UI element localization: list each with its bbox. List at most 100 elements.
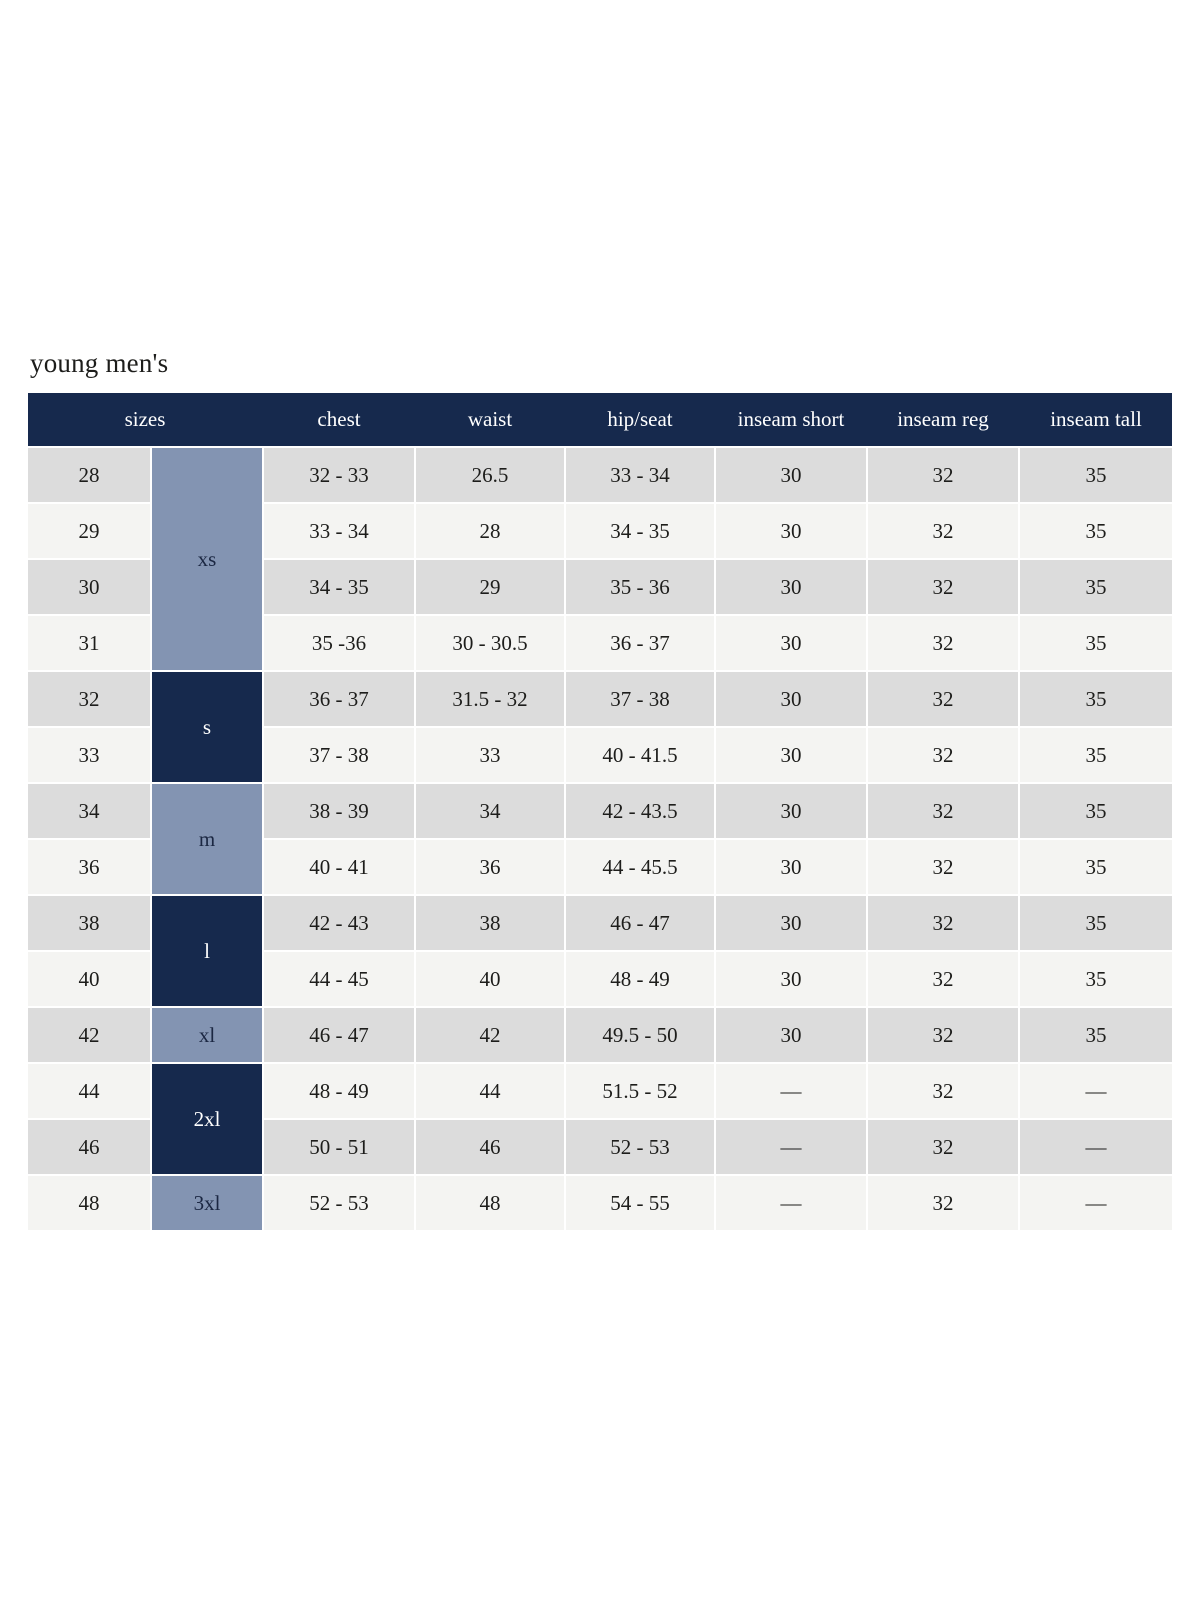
hip-seat-cell: 52 - 53	[566, 1120, 714, 1174]
size-cell: 42	[28, 1008, 150, 1062]
size-group-cell: xl	[152, 1008, 262, 1062]
inseam-tall-cell: 35	[1020, 1008, 1172, 1062]
size-group-cell: s	[152, 672, 262, 782]
hip-seat-cell: 37 - 38	[566, 672, 714, 726]
inseam-short-cell: —	[716, 1176, 866, 1230]
waist-cell: 38	[416, 896, 564, 950]
size-cell: 31	[28, 616, 150, 670]
inseam-tall-cell: 35	[1020, 952, 1172, 1006]
inseam-reg-cell: 32	[868, 728, 1018, 782]
waist-cell: 31.5 - 32	[416, 672, 564, 726]
size-group-cell: xs	[152, 448, 262, 670]
size-cell: 48	[28, 1176, 150, 1230]
inseam-short-cell: 30	[716, 1008, 866, 1062]
chest-cell: 34 - 35	[264, 560, 414, 614]
inseam-tall-cell: 35	[1020, 616, 1172, 670]
header-sizes: sizes	[124, 407, 166, 431]
chest-cell: 40 - 41	[264, 840, 414, 894]
inseam-tall-cell: 35	[1020, 896, 1172, 950]
inseam-tall-cell: 35	[1020, 560, 1172, 614]
waist-cell: 28	[416, 504, 564, 558]
inseam-reg-cell: 32	[868, 952, 1018, 1006]
hip-seat-cell: 54 - 55	[566, 1176, 714, 1230]
inseam-reg-cell: 32	[868, 1008, 1018, 1062]
chest-cell: 50 - 51	[264, 1120, 414, 1174]
inseam-reg-cell: 32	[868, 448, 1018, 502]
waist-cell: 48	[416, 1176, 564, 1230]
inseam-short-cell: 30	[716, 784, 866, 838]
size-cell: 44	[28, 1064, 150, 1118]
size-cell: 28	[28, 448, 150, 502]
hip-seat-cell: 36 - 37	[566, 616, 714, 670]
chest-cell: 44 - 45	[264, 952, 414, 1006]
inseam-tall-cell: —	[1020, 1064, 1172, 1118]
waist-cell: 40	[416, 952, 564, 1006]
waist-cell: 33	[416, 728, 564, 782]
header-inseam-short: inseam short	[737, 407, 845, 431]
chest-cell: 36 - 37	[264, 672, 414, 726]
inseam-reg-cell: 32	[868, 560, 1018, 614]
hip-seat-cell: 49.5 - 50	[566, 1008, 714, 1062]
inseam-short-cell: 30	[716, 952, 866, 1006]
size-cell: 33	[28, 728, 150, 782]
chest-cell: 35 -36	[264, 616, 414, 670]
hip-seat-cell: 35 - 36	[566, 560, 714, 614]
header-waist: waist	[467, 407, 513, 431]
chest-cell: 38 - 39	[264, 784, 414, 838]
size-chart-section: young men's sizes chest waist hip/seat i…	[28, 348, 1172, 1230]
inseam-reg-cell: 32	[868, 1176, 1018, 1230]
waist-cell: 44	[416, 1064, 564, 1118]
inseam-reg-cell: 32	[868, 840, 1018, 894]
header-hip-seat: hip/seat	[607, 407, 673, 431]
inseam-tall-cell: 35	[1020, 448, 1172, 502]
inseam-tall-cell: 35	[1020, 784, 1172, 838]
inseam-tall-cell: 35	[1020, 672, 1172, 726]
waist-cell: 30 - 30.5	[416, 616, 564, 670]
chest-cell: 48 - 49	[264, 1064, 414, 1118]
hip-seat-cell: 51.5 - 52	[566, 1064, 714, 1118]
inseam-reg-cell: 32	[868, 784, 1018, 838]
hip-seat-cell: 40 - 41.5	[566, 728, 714, 782]
hip-seat-cell: 48 - 49	[566, 952, 714, 1006]
inseam-tall-cell: —	[1020, 1120, 1172, 1174]
inseam-short-cell: 30	[716, 672, 866, 726]
size-group-cell: l	[152, 896, 262, 1006]
size-cell: 40	[28, 952, 150, 1006]
inseam-tall-cell: 35	[1020, 840, 1172, 894]
inseam-short-cell: 30	[716, 560, 866, 614]
size-cell: 46	[28, 1120, 150, 1174]
chest-cell: 37 - 38	[264, 728, 414, 782]
inseam-tall-cell: —	[1020, 1176, 1172, 1230]
waist-cell: 26.5	[416, 448, 564, 502]
inseam-reg-cell: 32	[868, 1120, 1018, 1174]
chest-cell: 42 - 43	[264, 896, 414, 950]
size-cell: 36	[28, 840, 150, 894]
header-inseam-tall: inseam tall	[1050, 407, 1142, 431]
size-cell: 30	[28, 560, 150, 614]
inseam-short-cell: 30	[716, 840, 866, 894]
hip-seat-cell: 46 - 47	[566, 896, 714, 950]
inseam-short-cell: —	[716, 1064, 866, 1118]
inseam-short-cell: 30	[716, 728, 866, 782]
size-chart-grid: sizes chest waist hip/seat inseam short …	[28, 393, 1172, 1230]
inseam-short-cell: 30	[716, 896, 866, 950]
inseam-reg-cell: 32	[868, 672, 1018, 726]
inseam-short-cell: —	[716, 1120, 866, 1174]
chest-cell: 52 - 53	[264, 1176, 414, 1230]
size-cell: 38	[28, 896, 150, 950]
inseam-tall-cell: 35	[1020, 504, 1172, 558]
size-group-cell: 3xl	[152, 1176, 262, 1230]
inseam-reg-cell: 32	[868, 504, 1018, 558]
page-title: young men's	[30, 348, 169, 378]
size-cell: 34	[28, 784, 150, 838]
chest-cell: 46 - 47	[264, 1008, 414, 1062]
header-chest: chest	[317, 407, 361, 431]
hip-seat-cell: 42 - 43.5	[566, 784, 714, 838]
inseam-reg-cell: 32	[868, 616, 1018, 670]
size-cell: 29	[28, 504, 150, 558]
inseam-short-cell: 30	[716, 616, 866, 670]
waist-cell: 29	[416, 560, 564, 614]
waist-cell: 34	[416, 784, 564, 838]
size-group-cell: 2xl	[152, 1064, 262, 1174]
